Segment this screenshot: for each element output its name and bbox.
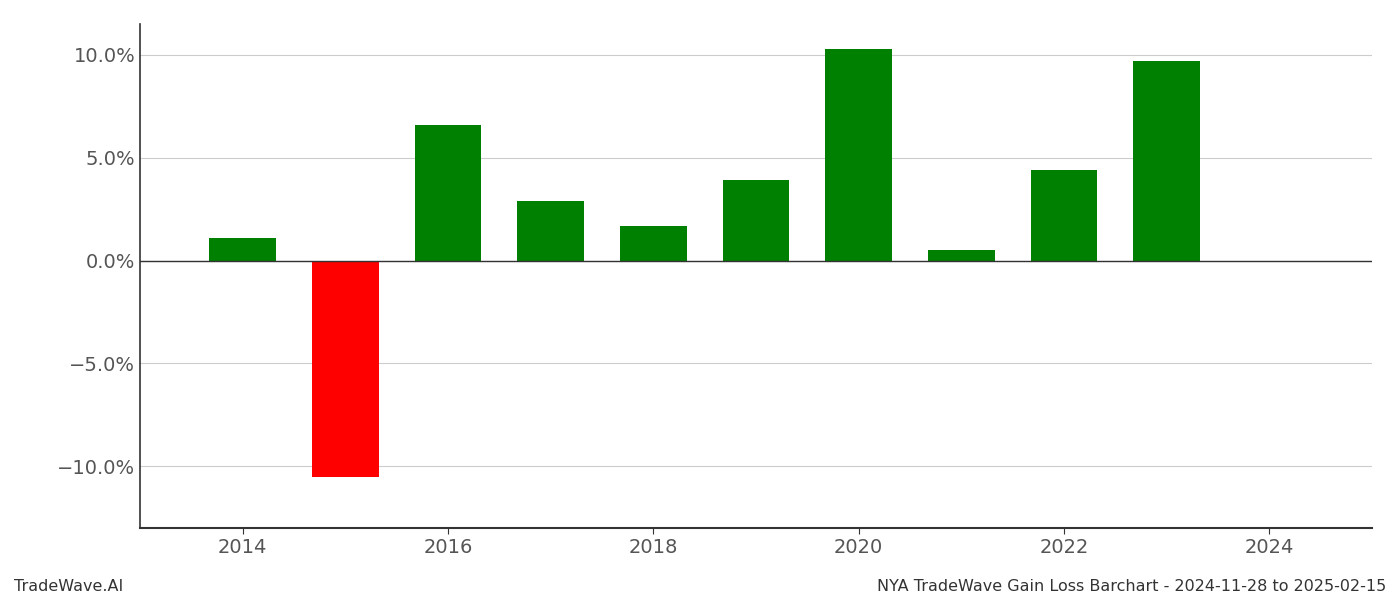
Bar: [722, 181, 790, 260]
Bar: [517, 201, 584, 260]
Bar: [620, 226, 686, 260]
Bar: [414, 125, 482, 260]
Bar: [825, 49, 892, 260]
Bar: [312, 260, 378, 476]
Text: NYA TradeWave Gain Loss Barchart - 2024-11-28 to 2025-02-15: NYA TradeWave Gain Loss Barchart - 2024-…: [876, 579, 1386, 594]
Bar: [209, 238, 276, 260]
Text: TradeWave.AI: TradeWave.AI: [14, 579, 123, 594]
Bar: [1133, 61, 1200, 260]
Bar: [928, 250, 994, 260]
Bar: [1030, 170, 1098, 260]
